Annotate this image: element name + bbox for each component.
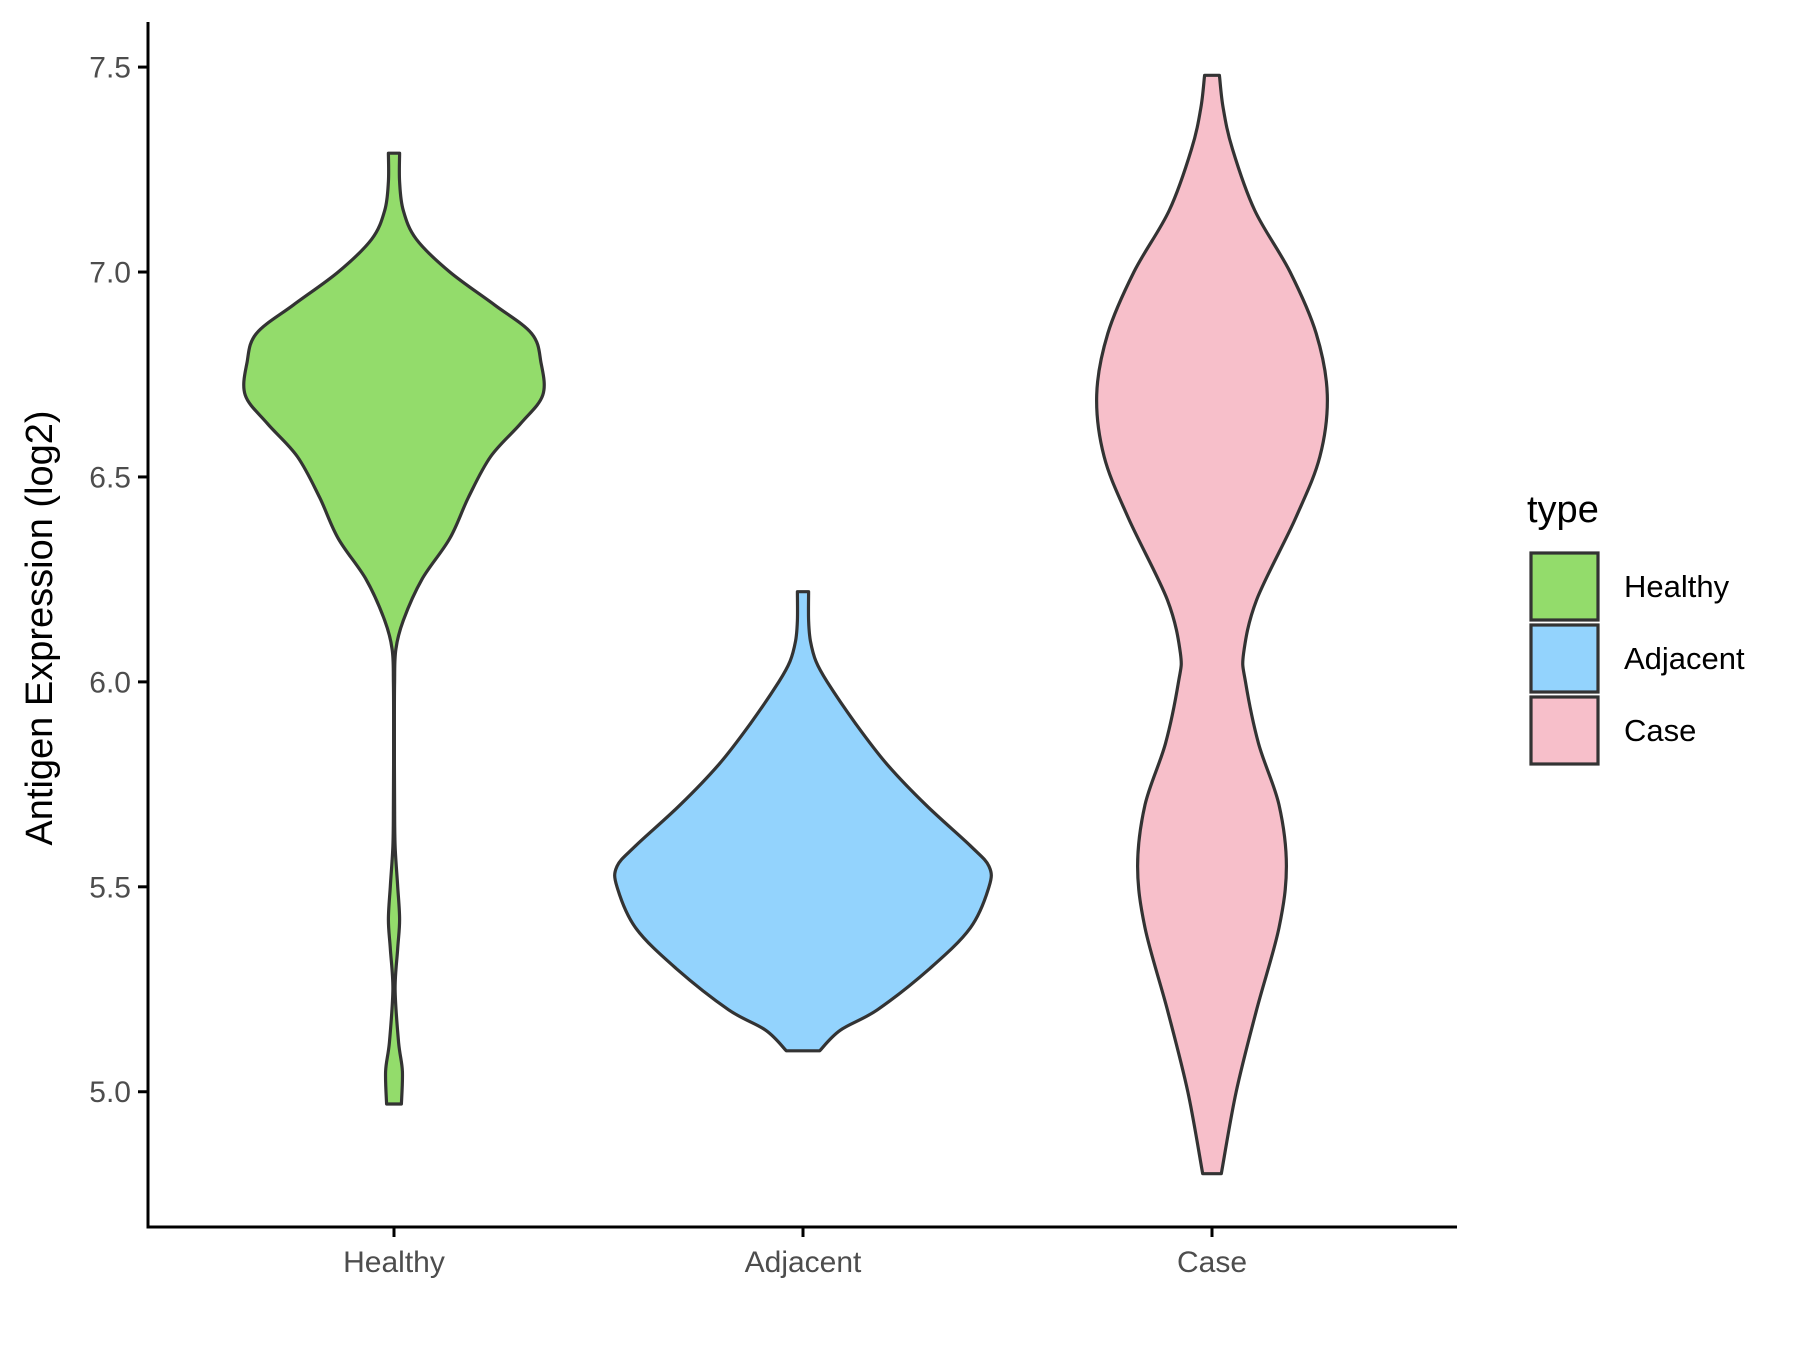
y-ticks: 5.0 5.5 6.0 6.5 7.0 7.5 xyxy=(89,52,148,1109)
x-tick-label-adjacent: Adjacent xyxy=(745,1246,862,1279)
violin-healthy xyxy=(242,151,546,1106)
axes: 5.0 5.5 6.0 6.5 7.0 7.5 Healthy Adjacent Case xyxy=(89,22,1457,1279)
x-tick-label-case: Case xyxy=(1177,1246,1247,1279)
y-tick-label: 7.5 xyxy=(89,52,131,85)
violin-layer xyxy=(242,73,1329,1176)
y-tick-label: 5.0 xyxy=(89,1076,131,1109)
x-ticks: Healthy Adjacent Case xyxy=(343,1227,1247,1279)
legend-label-healthy: Healthy xyxy=(1624,569,1730,604)
legend-key-healthy xyxy=(1529,551,1600,622)
y-tick-label: 6.0 xyxy=(89,666,131,699)
violin-adjacent xyxy=(613,590,993,1053)
y-tick-label: 7.0 xyxy=(89,257,131,290)
legend-key-adjacent xyxy=(1529,623,1600,694)
x-tick-label-healthy: Healthy xyxy=(343,1246,445,1279)
y-tick-label: 6.5 xyxy=(89,461,131,494)
violin-case xyxy=(1095,73,1329,1176)
legend-label-adjacent: Adjacent xyxy=(1624,641,1745,676)
y-axis-title: Antigen Expression (log2) xyxy=(19,410,61,845)
legend: type Healthy Adjacent Case xyxy=(1527,489,1745,766)
legend-title: type xyxy=(1527,489,1599,531)
legend-label-case: Case xyxy=(1624,713,1696,748)
y-tick-label: 5.5 xyxy=(89,871,131,904)
legend-items: Healthy Adjacent Case xyxy=(1529,551,1745,766)
legend-key-case xyxy=(1529,695,1600,766)
